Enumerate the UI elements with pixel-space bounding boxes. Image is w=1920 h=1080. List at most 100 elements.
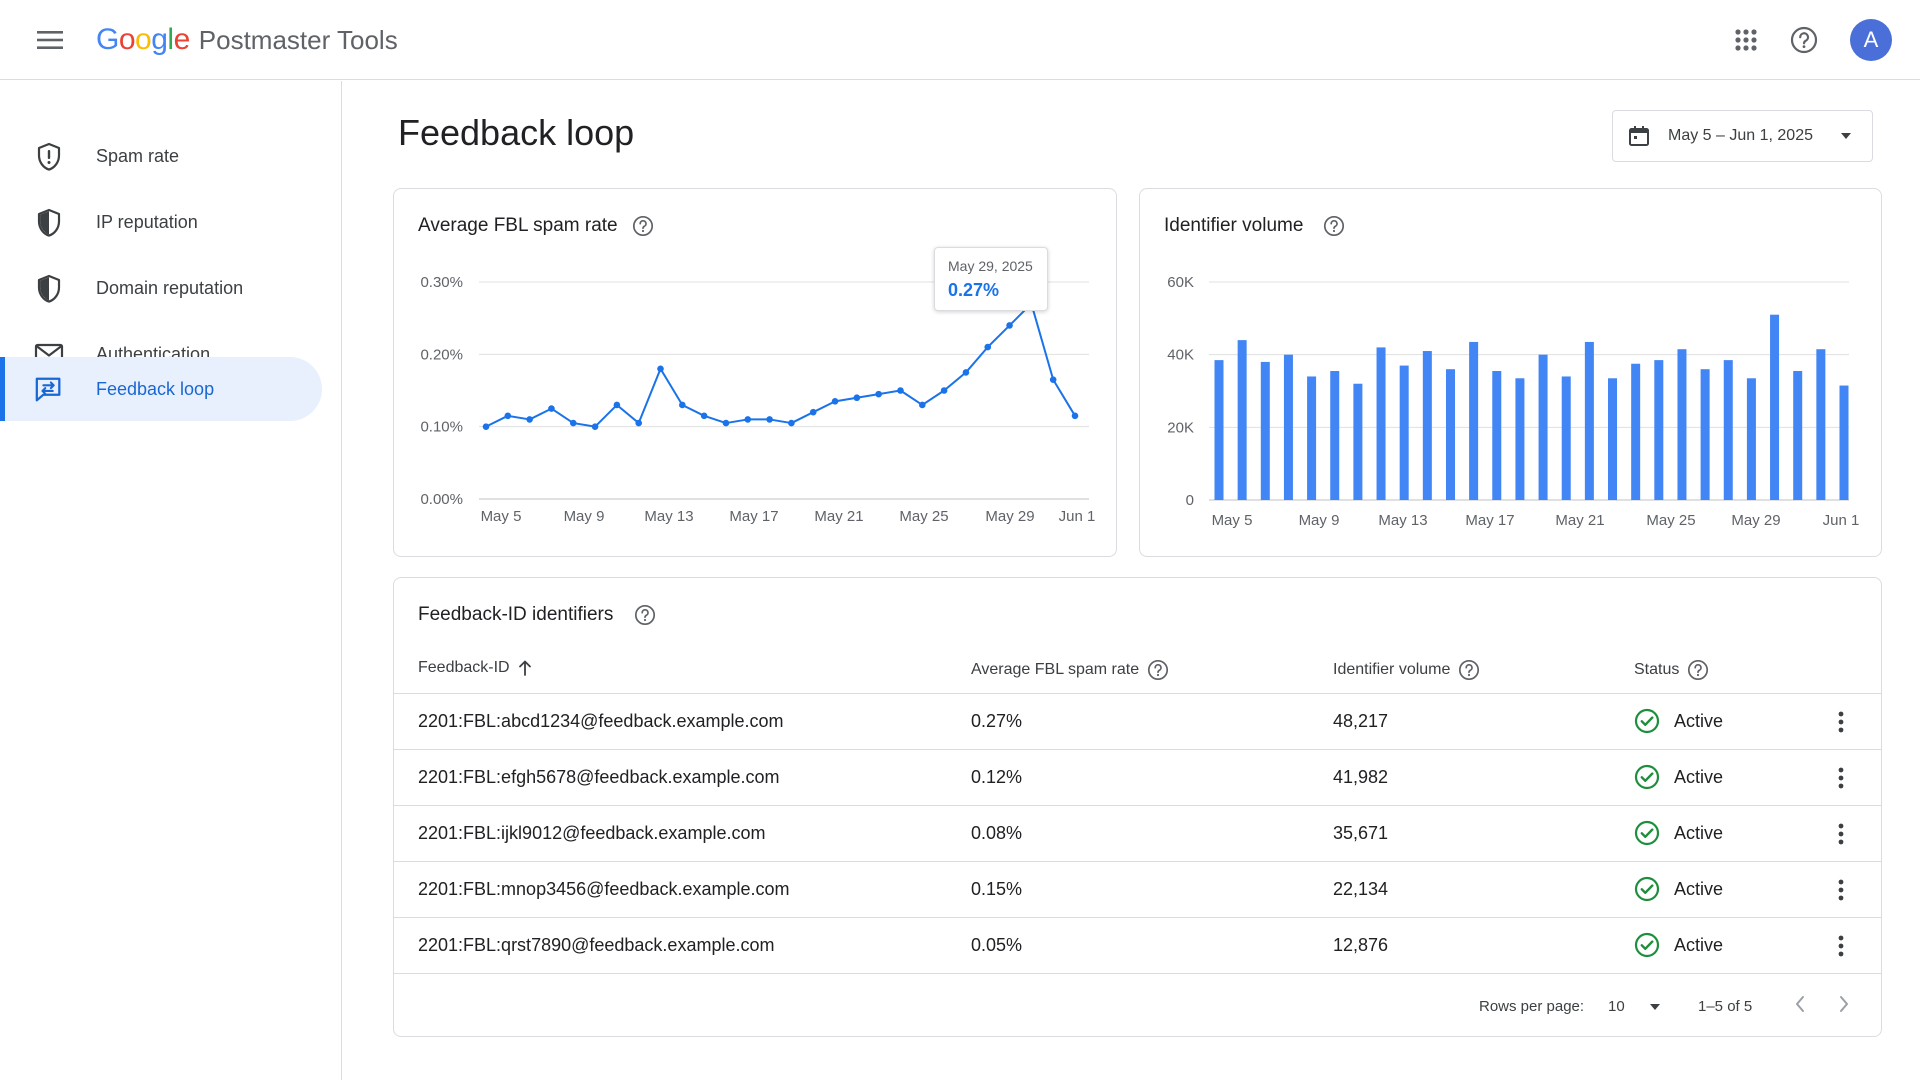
account-avatar[interactable]: A: [1850, 19, 1892, 61]
status-badge: Active: [1634, 876, 1723, 902]
sidebar-item-domain-reputation[interactable]: Domain reputation: [0, 256, 322, 320]
x-tick-label: May 21: [814, 508, 863, 525]
table-row[interactable]: 2201:FBL:mnop3456@feedback.example.com 0…: [394, 861, 1882, 917]
x-tick-label: May 13: [644, 508, 693, 525]
product-name: Postmaster Tools: [198, 24, 398, 55]
logo-letter: o: [118, 23, 136, 56]
help-icon[interactable]: [1784, 20, 1824, 60]
date-range-picker[interactable]: May 5 – Jun 1, 2025: [1612, 110, 1873, 162]
rows-per-page-label: Rows per page:: [1479, 998, 1585, 1015]
column-header-spam-rate[interactable]: Average FBL spam rate: [971, 659, 1169, 681]
data-point: [591, 423, 599, 430]
help-icon[interactable]: [1139, 659, 1169, 681]
check-circle-icon: [1634, 932, 1660, 958]
column-header-label: Average FBL spam rate: [971, 661, 1140, 678]
status-badge: Active: [1634, 820, 1723, 846]
data-point: [984, 343, 992, 351]
bar: [1283, 354, 1293, 500]
sidebar-item-ip-reputation[interactable]: IP reputation: [0, 190, 322, 254]
tooltip-date: May 29, 2025: [948, 258, 1033, 274]
sidebar-item-spam-rate[interactable]: Spam rate: [0, 124, 322, 188]
bar: [1723, 360, 1733, 500]
apps-grid-icon[interactable]: [1726, 20, 1766, 60]
more-vert-icon[interactable]: [1827, 876, 1855, 904]
y-tick-label: 0.10%: [420, 419, 463, 436]
x-tick-label: Jun 1: [1823, 512, 1860, 529]
help-icon[interactable]: [632, 215, 654, 237]
logo-letter: g: [151, 23, 168, 56]
bar: [1538, 354, 1548, 500]
y-tick-label: 0: [1186, 492, 1194, 509]
x-tick-label: May 21: [1555, 512, 1604, 529]
table-row[interactable]: 2201:FBL:abcd1234@feedback.example.com 0…: [394, 693, 1882, 749]
more-vert-icon[interactable]: [1827, 708, 1855, 736]
bar: [1376, 347, 1386, 500]
shield-alert-icon: [34, 142, 64, 172]
x-tick-label: May 17: [729, 508, 778, 525]
data-point: [526, 416, 533, 423]
data-point: [635, 419, 643, 427]
help-icon[interactable]: [634, 604, 656, 626]
more-vert-icon[interactable]: [1827, 764, 1855, 792]
chevron-down-icon: [1649, 1003, 1660, 1010]
data-point: [766, 416, 773, 423]
x-tick-label: Jun 1: [1059, 508, 1096, 525]
data-point: [940, 387, 948, 394]
status-badge: Active: [1634, 764, 1723, 790]
column-header-status[interactable]: Status: [1634, 659, 1709, 681]
status-label: Active: [1674, 766, 1724, 787]
cell-identifier-volume: 41,982: [1333, 767, 1389, 787]
cell-feedback-id: 2201:FBL:abcd1234@feedback.example.com: [418, 711, 784, 731]
data-point: [1006, 322, 1013, 329]
more-vert-icon[interactable]: [1827, 932, 1855, 960]
cell-spam-rate: 0.15%: [971, 879, 1023, 899]
bar: [1237, 340, 1247, 500]
data-point: [809, 408, 817, 416]
column-header-identifier-volume[interactable]: Identifier volume: [1333, 659, 1480, 681]
column-header-feedback-id[interactable]: Feedback-ID: [418, 659, 532, 677]
table-row[interactable]: 2201:FBL:qrst7890@feedback.example.com 0…: [394, 917, 1882, 974]
check-circle-icon: [1634, 764, 1660, 790]
menu-icon[interactable]: [32, 22, 68, 58]
spam-rate-chart-title: Average FBL spam rate: [418, 215, 618, 236]
data-point: [569, 419, 577, 427]
status-label: Active: [1674, 822, 1724, 843]
top-app-bar: Google Postmaster Tools A: [0, 0, 1920, 80]
x-tick-label: May 25: [899, 508, 948, 525]
status-label: Active: [1674, 710, 1724, 731]
cell-feedback-id: 2201:FBL:mnop3456@feedback.example.com: [418, 879, 790, 899]
identifier-volume-bar-chart[interactable]: 60K 40K 20K 0 May 5 May 9 May 13 May 17 May 21 Ma…: [1139, 188, 1882, 557]
x-tick-label: May 9: [564, 508, 605, 525]
chevron-right-icon[interactable]: [1838, 995, 1850, 1013]
x-tick-label: May 5: [481, 508, 522, 525]
app-logo[interactable]: Google Postmaster Tools: [96, 22, 398, 58]
sidebar-item-feedback-loop[interactable]: Feedback loop: [0, 357, 322, 421]
bar: [1793, 371, 1803, 500]
bar: [1445, 369, 1455, 500]
more-vert-icon[interactable]: [1827, 820, 1855, 848]
data-point: [897, 387, 904, 394]
chevron-left-icon[interactable]: [1794, 995, 1806, 1013]
cell-feedback-id: 2201:FBL:ijkl9012@feedback.example.com: [418, 823, 766, 843]
help-icon[interactable]: [1450, 659, 1480, 681]
cell-spam-rate: 0.27%: [971, 711, 1023, 731]
x-tick-label: May 13: [1378, 512, 1427, 529]
data-point: [657, 365, 664, 373]
spam-rate-line-chart[interactable]: 0.30% 0.20% 0.10% 0.00% May 5 May 9 May 13 May …: [393, 188, 1117, 557]
bar: [1515, 378, 1525, 500]
table-row[interactable]: 2201:FBL:efgh5678@feedback.example.com 0…: [394, 749, 1882, 805]
table-row[interactable]: 2201:FBL:ijkl9012@feedback.example.com 0…: [394, 805, 1882, 861]
arrow-up-icon: [518, 660, 532, 676]
y-tick-label: 40K: [1167, 347, 1194, 364]
bar: [1330, 371, 1340, 500]
calendar-icon: [1627, 124, 1651, 148]
cell-identifier-volume: 12,876: [1333, 935, 1389, 955]
bar: [1608, 378, 1618, 500]
data-point: [482, 423, 490, 430]
help-icon[interactable]: [1323, 215, 1345, 237]
cell-feedback-id: 2201:FBL:efgh5678@feedback.example.com: [418, 767, 780, 787]
data-point: [548, 405, 555, 412]
sidebar: Spam rate IP reputation Domain reputatio…: [0, 81, 342, 1080]
rows-per-page-select[interactable]: 10: [1608, 998, 1661, 1015]
help-icon[interactable]: [1679, 659, 1709, 681]
